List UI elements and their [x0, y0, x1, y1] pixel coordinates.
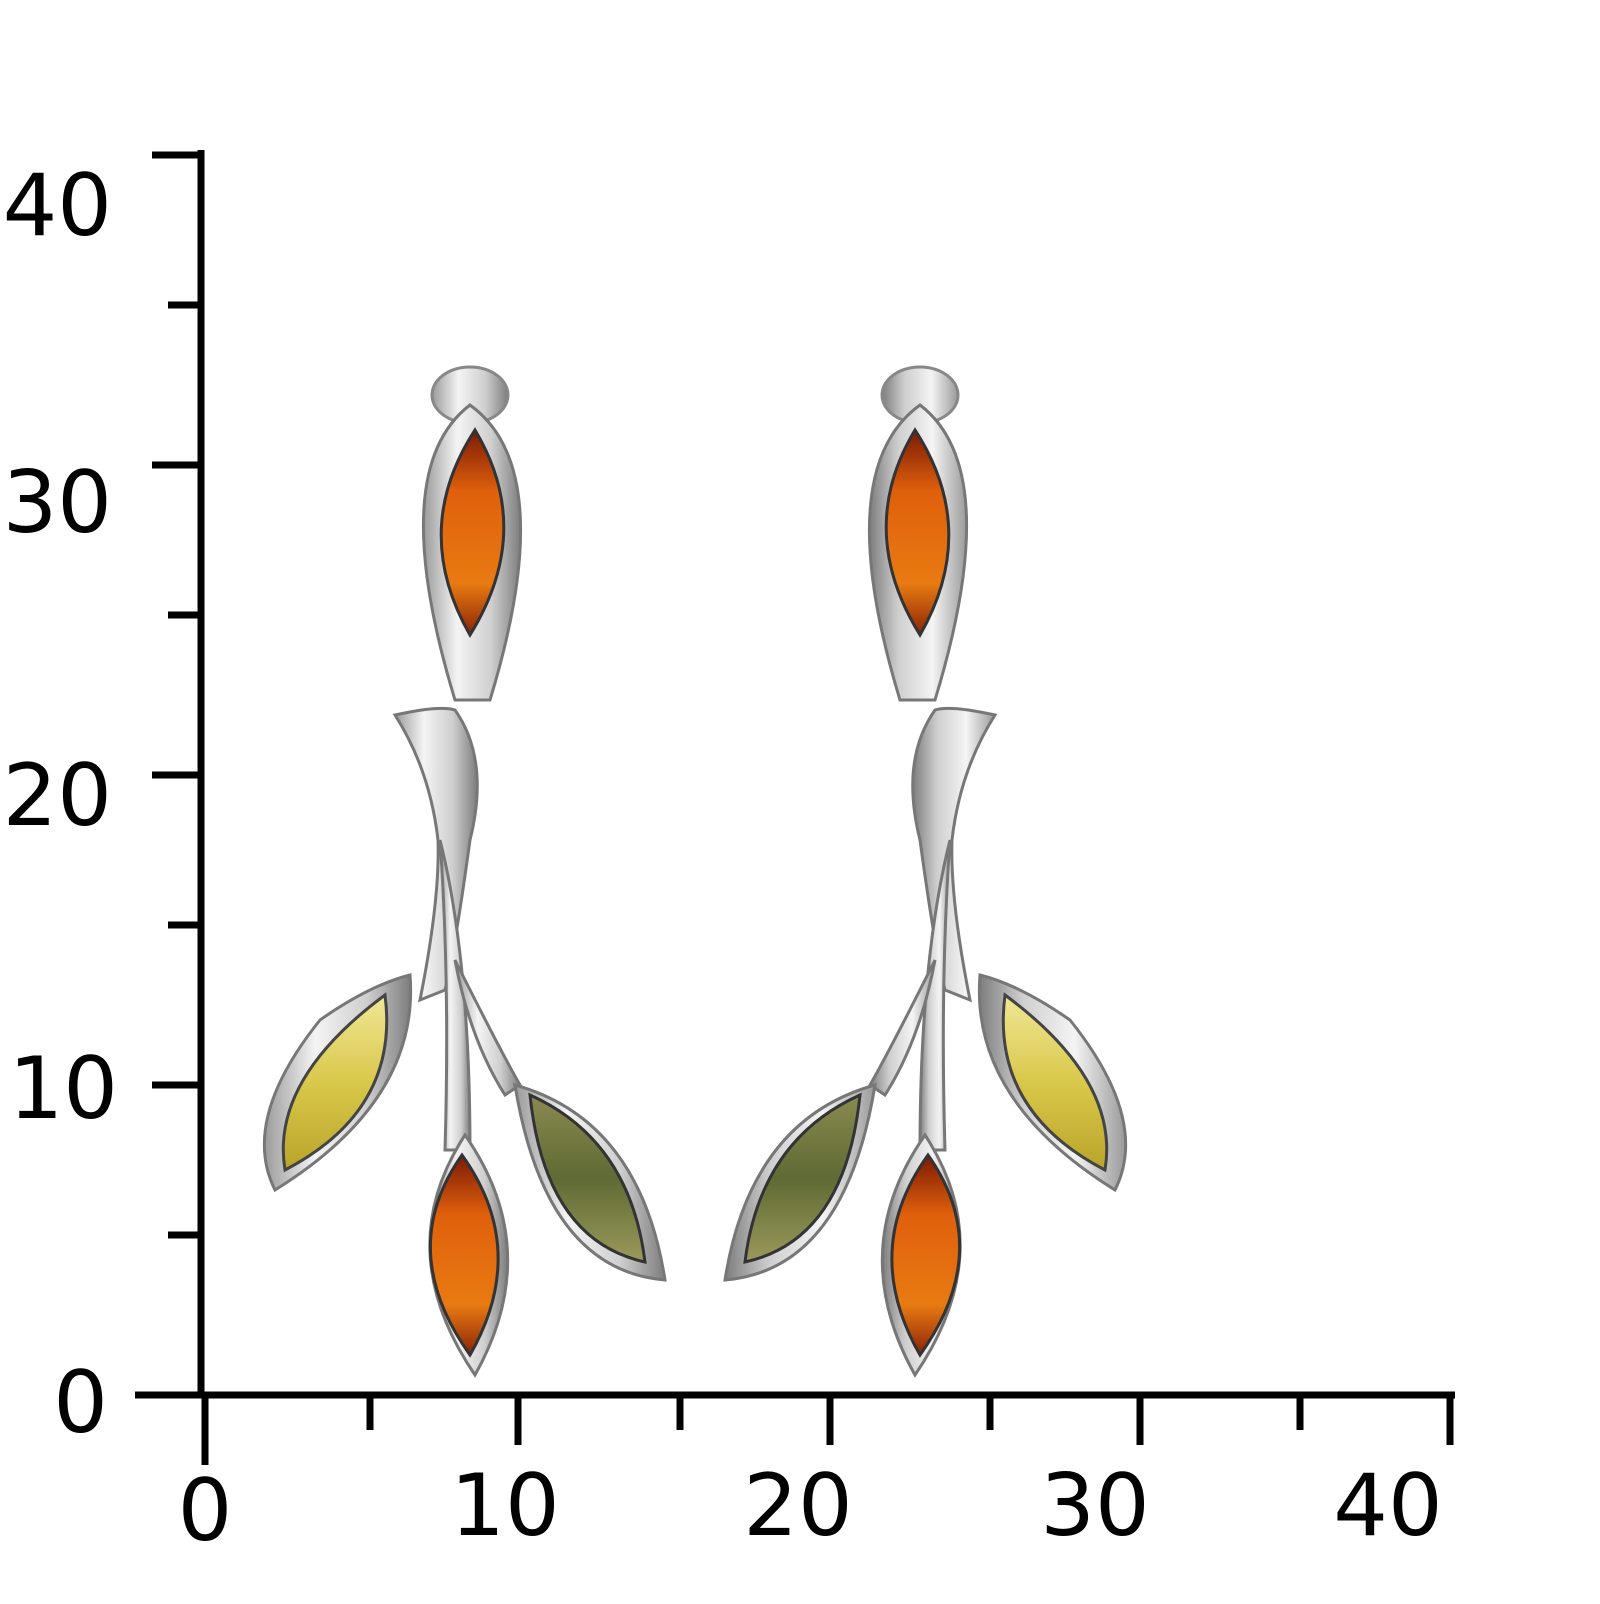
y-tick-label: 0	[53, 1353, 108, 1453]
x-tick-label: 20	[743, 1456, 852, 1556]
left-earring	[262, 365, 667, 1377]
y-tick-label: 30	[3, 453, 112, 553]
y-tick-label: 10	[9, 1039, 118, 1139]
scale-ruler	[135, 150, 1455, 1465]
x-tick-label: 0	[178, 1461, 233, 1561]
x-tick-label: 10	[450, 1456, 559, 1556]
x-tick-label: 30	[1040, 1456, 1149, 1556]
y-tick-label: 20	[3, 746, 112, 846]
right-earring	[723, 365, 1128, 1377]
x-tick-label: 40	[1333, 1456, 1442, 1556]
y-tick-label: 40	[3, 156, 112, 256]
